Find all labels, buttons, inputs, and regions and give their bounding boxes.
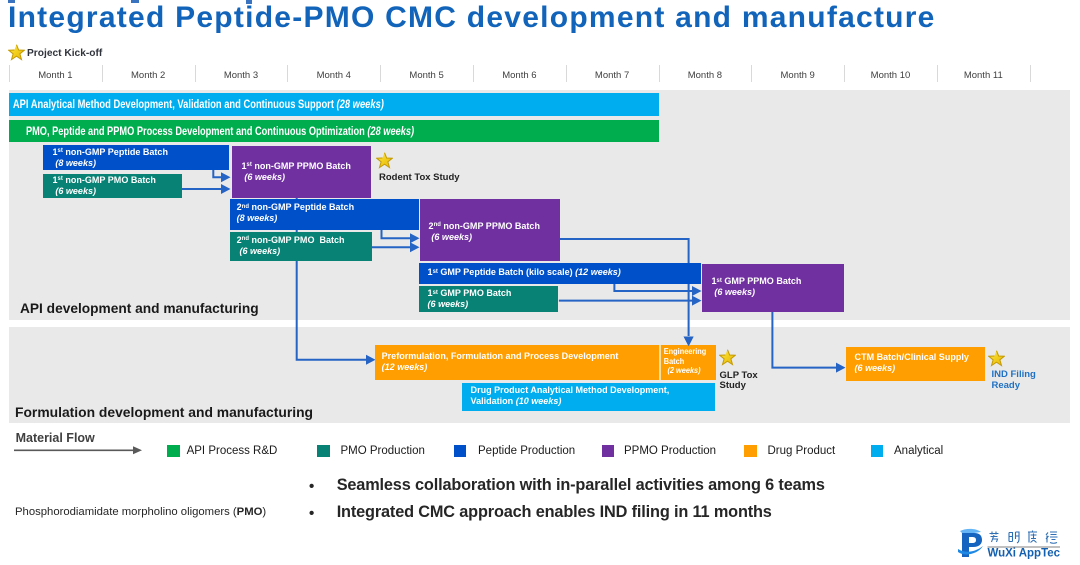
svg-text:WuXi AppTec: WuXi AppTec xyxy=(988,546,1061,560)
